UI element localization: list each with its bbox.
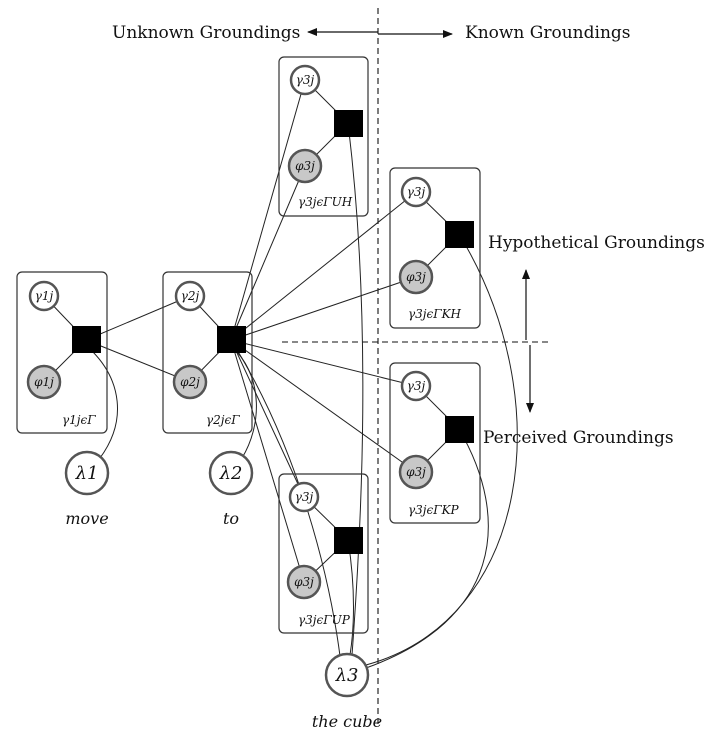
phi-node-1	[26, 364, 62, 400]
factor-2	[217, 326, 246, 353]
gamma-label-uh: γ3j	[296, 73, 315, 87]
phi-label-kh: φ3j	[406, 270, 426, 284]
gamma-label-2: γ2j	[181, 289, 200, 303]
gamma-node-2	[174, 280, 206, 312]
gamma-label-up: γ3j	[295, 490, 314, 504]
factor-up	[334, 527, 363, 554]
unknown-groundings-label: Unknown Groundings	[112, 23, 300, 43]
plate-label-kh: γ3jϵΓKH	[408, 307, 462, 321]
factor-kp	[445, 416, 474, 443]
lambda-node-2	[208, 450, 254, 496]
word-2: to	[223, 509, 239, 528]
phi-label-2: φ2j	[180, 375, 200, 389]
gamma-label-kp: γ3j	[407, 379, 426, 393]
gamma-node-up	[288, 481, 320, 513]
phi-node-up	[286, 564, 322, 600]
lambda-label-3: λ3	[335, 665, 359, 686]
factor-uh	[334, 110, 363, 137]
phi-label-1: φ1j	[34, 375, 54, 389]
plate-unknown-perceived	[278, 473, 369, 634]
lambda-node-3	[324, 652, 370, 698]
gamma-label-kh: γ3j	[407, 185, 426, 199]
plate-label-1: γ1jϵΓ	[62, 413, 96, 427]
word-1: move	[65, 509, 108, 528]
hypothetical-groundings-label: Hypothetical Groundings	[488, 233, 705, 253]
gamma-node-uh	[289, 64, 321, 96]
phi-node-uh	[287, 148, 323, 184]
phi-node-2	[172, 364, 208, 400]
factor-kh	[445, 221, 474, 248]
factor-1	[72, 326, 101, 353]
plate-known-hypothetical	[389, 167, 481, 329]
lambda-label-2: λ2	[219, 463, 243, 484]
word-3: the cube	[312, 712, 382, 731]
plate-label-uh: γ3jϵΓUH	[298, 195, 353, 209]
phi-label-kp: φ3j	[406, 465, 426, 479]
phi-node-kh	[398, 259, 434, 295]
phi-label-uh: φ3j	[295, 159, 315, 173]
phi-label-up: φ3j	[294, 575, 314, 589]
plate-known-perceived	[389, 362, 481, 524]
gamma-node-kh	[400, 176, 432, 208]
plate-label-2: γ2jϵΓ	[206, 413, 240, 427]
plate-group-2	[162, 271, 253, 434]
plate-label-kp: γ3jϵΓKP	[408, 503, 460, 517]
perceived-groundings-label: Perceived Groundings	[483, 428, 674, 448]
gamma-node-kp	[400, 370, 432, 402]
lambda-label-1: λ1	[75, 463, 99, 484]
lambda-node-1	[64, 450, 110, 496]
gamma-label-1: γ1j	[35, 289, 54, 303]
plate-unknown-hypothetical	[278, 56, 369, 217]
phi-node-kp	[398, 454, 434, 490]
plate-label-up: γ3jϵΓUP	[298, 613, 351, 627]
plate-group-1	[16, 271, 108, 434]
known-groundings-label: Known Groundings	[465, 23, 631, 43]
gamma-node-1	[28, 280, 60, 312]
